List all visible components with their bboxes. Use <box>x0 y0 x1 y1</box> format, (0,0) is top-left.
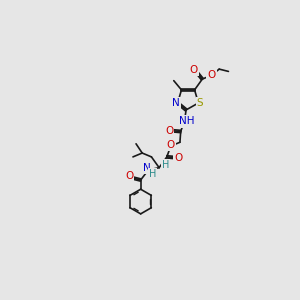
Text: O: O <box>207 70 216 80</box>
Text: N: N <box>143 164 151 173</box>
Text: O: O <box>167 140 175 150</box>
Text: O: O <box>190 65 198 75</box>
Text: H: H <box>162 160 169 170</box>
Text: NH: NH <box>179 116 195 127</box>
Text: N: N <box>172 98 180 108</box>
Text: O: O <box>125 171 133 181</box>
Text: O: O <box>174 153 182 163</box>
Text: H: H <box>148 169 156 179</box>
Text: S: S <box>196 98 203 108</box>
Text: O: O <box>165 126 173 136</box>
